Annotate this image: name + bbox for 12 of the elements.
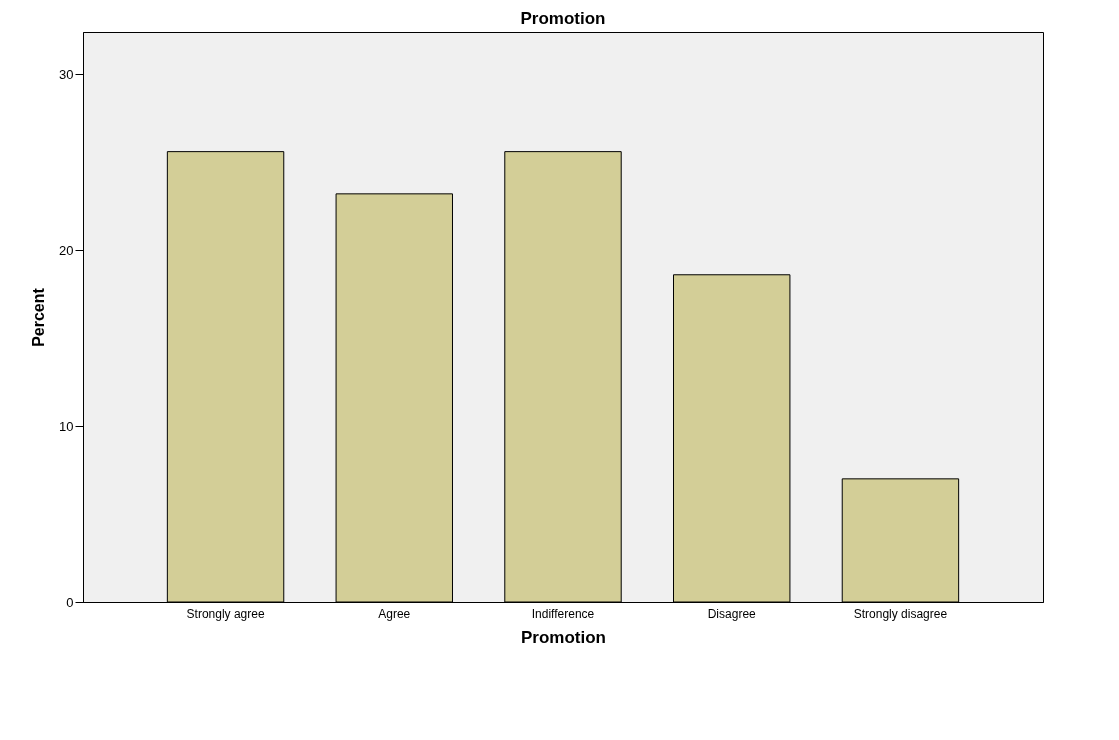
x-tick-label: Strongly disagree (853, 606, 948, 621)
x-axis-title: Promotion (521, 627, 606, 647)
x-tick-label: Disagree (707, 606, 757, 621)
y-tick-label: 20 (59, 242, 74, 258)
x-tick-label: Agree (378, 606, 411, 621)
x-tick-label: Indifference (531, 606, 595, 621)
y-tick-label: 30 (59, 66, 74, 82)
chart-title: Promotion (520, 9, 606, 28)
y-tick-label: 10 (59, 418, 74, 434)
x-tick-label: Strongly agree (186, 606, 265, 621)
y-tick-label: 0 (66, 594, 74, 610)
y-axis-title: Percent (30, 287, 48, 347)
